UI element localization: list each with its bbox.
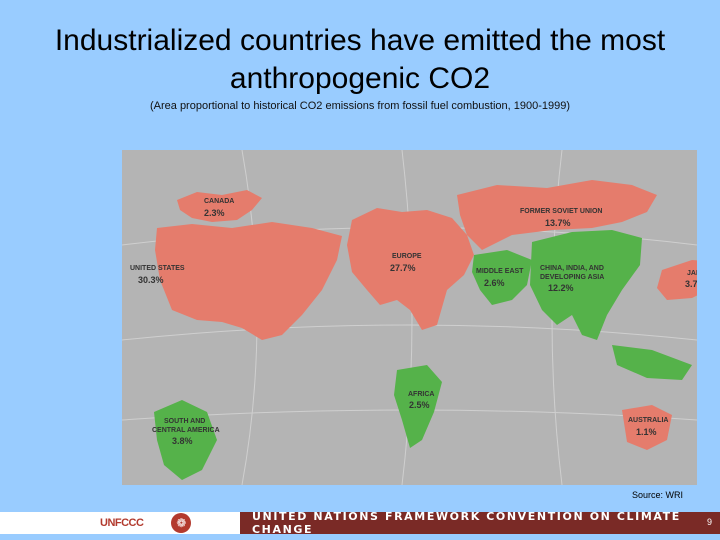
source-note: Source: WRI: [632, 490, 684, 500]
emissions-cartogram: CANADA 2.3% UNITED STATES 30.3% EUROPE 2…: [122, 150, 697, 485]
label-south-central-america-line1: SOUTH AND: [164, 418, 205, 425]
title-line-2: anthropogenic CO2: [229, 62, 491, 95]
label-china-india-developing-asia-line2: DEVELOPING ASIA: [540, 274, 604, 281]
share-canada: 2.3%: [204, 208, 225, 218]
share-former-soviet-union: 13.7%: [545, 218, 571, 228]
label-united-states: UNITED STATES: [130, 265, 185, 272]
region-former-soviet-union: [457, 180, 657, 250]
share-middle-east: 2.6%: [484, 278, 505, 288]
label-europe: EUROPE: [392, 253, 422, 260]
page-number: 9: [706, 517, 712, 527]
slide-title: Industrialized countries have emitted th…: [0, 22, 720, 98]
label-japan: JAPAN: [687, 270, 697, 277]
footer-banner: UNFCCC ❁ UNITED NATIONS FRAMEWORK CONVEN…: [0, 510, 720, 536]
region-middle-east: [472, 250, 532, 305]
unfccc-logo: UNFCCC: [100, 517, 144, 529]
region-australia: [622, 405, 672, 450]
slide-subtitle: (Area proportional to historical CO2 emi…: [149, 100, 571, 112]
share-china-india-developing-asia: 12.2%: [548, 283, 574, 293]
title-line-1: Industrialized countries have emitted th…: [54, 24, 666, 57]
region-japan: [657, 260, 697, 300]
region-south-central-america: [154, 400, 217, 480]
un-emblem-icon: ❁: [171, 513, 192, 533]
share-australia: 1.1%: [636, 427, 657, 437]
label-middle-east: MIDDLE EAST: [476, 268, 524, 275]
label-south-central-america-line2: CENTRAL AMERICA: [152, 427, 220, 434]
footer-banner-text: UNITED NATIONS FRAMEWORK CONVENTION ON C…: [252, 510, 681, 536]
region-canada: [177, 190, 262, 222]
share-united-states: 30.3%: [138, 275, 164, 285]
region-southeast-asia-islands: [612, 345, 692, 380]
region-europe: [347, 208, 474, 330]
label-africa: AFRICA: [408, 391, 434, 398]
share-africa: 2.5%: [409, 400, 430, 410]
label-canada: CANADA: [204, 198, 234, 205]
share-japan: 3.7%: [685, 279, 697, 289]
region-united-states: [155, 222, 342, 340]
label-former-soviet-union: FORMER SOVIET UNION: [520, 208, 602, 215]
footer-logos: UNFCCC ❁: [0, 512, 240, 534]
share-south-central-america: 3.8%: [172, 436, 193, 446]
share-europe: 27.7%: [390, 263, 416, 273]
label-australia: AUSTRALIA: [628, 417, 668, 424]
label-china-india-developing-asia-line1: CHINA, INDIA, AND: [540, 265, 604, 272]
region-china-india-developing-asia: [530, 230, 642, 340]
region-africa: [394, 365, 442, 448]
